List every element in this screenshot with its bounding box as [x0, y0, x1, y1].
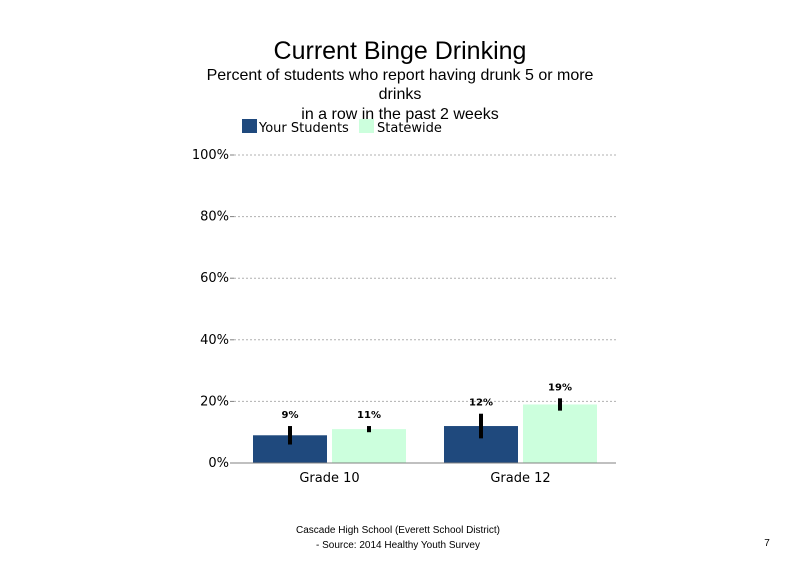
y-tick-label: 100%	[192, 148, 229, 163]
y-tick-label: 20%	[200, 394, 229, 409]
y-tick-label: 40%	[200, 333, 229, 348]
y-tick-label: 0%	[208, 456, 229, 471]
chart-subtitle-line-1: Percent of students who report having dr…	[207, 67, 594, 84]
bar-statewide-grade-12	[523, 404, 597, 463]
data-label: 12%	[469, 398, 493, 409]
data-label: 11%	[357, 410, 381, 421]
legend-label-statewide: Statewide	[377, 121, 442, 136]
chart-subtitle-line-3: in a row in the past 2 weeks	[301, 106, 498, 123]
chart-subtitle-line-2: drinks	[379, 86, 422, 103]
footer-source: - Source: 2014 Healthy Youth Survey	[316, 540, 480, 551]
data-label: 9%	[282, 410, 299, 421]
chart-title: Current Binge Drinking	[274, 37, 527, 65]
x-category-label: Grade 12	[490, 471, 550, 486]
legend-swatch-your-students	[242, 119, 257, 133]
legend-swatch-statewide	[359, 119, 374, 133]
y-tick-label: 80%	[200, 210, 229, 225]
page-number: 7	[764, 538, 770, 549]
legend: Your Students Statewide	[242, 119, 442, 136]
data-label: 19%	[548, 382, 572, 393]
x-category-label: Grade 10	[299, 471, 359, 486]
footer-school: Cascade High School (Everett School Dist…	[296, 525, 500, 536]
y-tick-label: 60%	[200, 271, 229, 286]
bar-statewide-grade-10	[332, 429, 406, 463]
plot-area: 0% 20% 40% 60% 80% 100% 9% 11% Grade 10 12% 19% Gra…	[192, 148, 616, 486]
legend-label-your-students: Your Students	[258, 121, 349, 136]
